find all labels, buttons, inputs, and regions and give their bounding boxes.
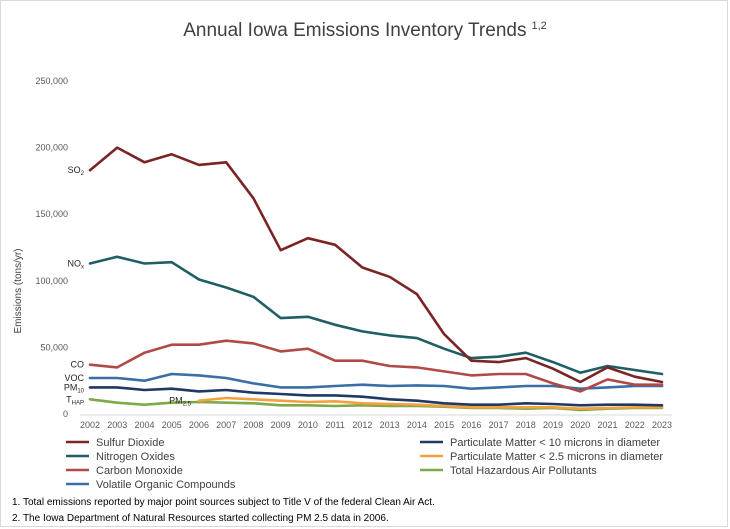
series-label-main: SO [68, 165, 81, 175]
series-label-main: CO [71, 360, 85, 370]
x-tick-label: 2012 [352, 420, 372, 430]
x-tick-label: 2011 [325, 420, 344, 430]
series-label-main: VOC [64, 373, 84, 383]
x-tick-label: 2016 [461, 420, 481, 430]
legend-label: Sulfur Dioxide [96, 437, 164, 449]
legend-label: Carbon Monoxide [96, 465, 183, 477]
legend-label: Total Hazardous Air Pollutants [450, 465, 597, 477]
series-label-subscript: 10 [77, 388, 84, 394]
x-tick-label: 2008 [243, 420, 263, 430]
x-tick-label: 2017 [489, 420, 509, 430]
x-tick-label: 2020 [570, 420, 590, 430]
series-label-main: T [66, 394, 72, 404]
y-tick-label: 250,000 [35, 76, 68, 86]
x-tick-label: 2010 [298, 420, 318, 430]
series-label: PM10 [64, 382, 85, 394]
footnote-2: 2. The Iowa Department of Natural Resour… [12, 513, 389, 524]
legend-label: Nitrogen Oxides [96, 451, 175, 463]
series-line [88, 386, 664, 407]
x-tick-label: 2005 [162, 420, 182, 430]
y-axis-ticks: 0 50,000 100,000 150,000 200,000 250,000 [35, 76, 68, 419]
series-label-subscript: 2.5 [183, 402, 192, 408]
series-label: PM2.5 [169, 396, 192, 408]
x-tick-label: 2021 [598, 420, 618, 430]
x-tick-label: 2009 [271, 420, 291, 430]
legend-label: Volatile Organic Compounds [96, 479, 236, 491]
y-tick-label: 0 [63, 409, 68, 419]
legend-label: Particulate Matter < 2.5 microns in diam… [450, 451, 663, 463]
series-line [197, 396, 664, 411]
series-label: SO2 [68, 165, 85, 177]
series-lines [88, 146, 664, 412]
chart-title-superscript: 1,2 [531, 20, 546, 32]
series-label-subscript: x [81, 264, 84, 270]
x-tick-label: 2006 [189, 420, 209, 430]
series-line [88, 339, 664, 393]
x-tick-label: 2014 [407, 420, 427, 430]
x-tick-label: 2007 [216, 420, 236, 430]
series-label-main: PM [64, 382, 78, 392]
x-tick-label: 2003 [107, 420, 127, 430]
x-tick-label: 2002 [80, 420, 100, 430]
series-line [88, 146, 664, 384]
y-axis-label: Emissions (tons/yr) [13, 248, 24, 333]
y-tick-label: 50,000 [40, 342, 68, 352]
x-tick-label: 2018 [516, 420, 536, 430]
x-axis-ticks: 2002 2003 2004 2005 2006 2007 2008 2009 2010 2011… [80, 420, 672, 430]
series-line [88, 255, 664, 376]
x-tick-label: 2022 [625, 420, 645, 430]
series-label-subscript: HAP [72, 400, 84, 406]
footnote-1: 1. Total emissions reported by major poi… [12, 497, 435, 508]
y-tick-label: 150,000 [35, 209, 68, 219]
series-label: VOC [64, 373, 84, 383]
y-tick-label: 200,000 [35, 143, 68, 153]
legend-label: Particulate Matter < 10 microns in diame… [450, 437, 660, 449]
x-tick-label: 2013 [380, 420, 400, 430]
x-tick-label: 2015 [434, 420, 454, 430]
legend: Sulfur Dioxide Particulate Matter < 10 mi… [66, 437, 663, 491]
x-tick-label: 2019 [543, 420, 563, 430]
series-label: THAP [66, 394, 84, 406]
series-label-main: PM [169, 396, 183, 406]
x-tick-label: 2004 [134, 420, 154, 430]
series-label: NOx [68, 258, 85, 270]
series-label-main: NO [68, 258, 82, 268]
y-tick-label: 100,000 [35, 276, 68, 286]
chart-title-text: Annual Iowa Emissions Inventory Trends [183, 20, 526, 41]
chart-title: Annual Iowa Emissions Inventory Trends 1,… [183, 20, 547, 41]
series-label-subscript: 2 [81, 171, 85, 177]
x-tick-label: 2023 [652, 420, 672, 430]
series-label: CO [71, 360, 85, 370]
